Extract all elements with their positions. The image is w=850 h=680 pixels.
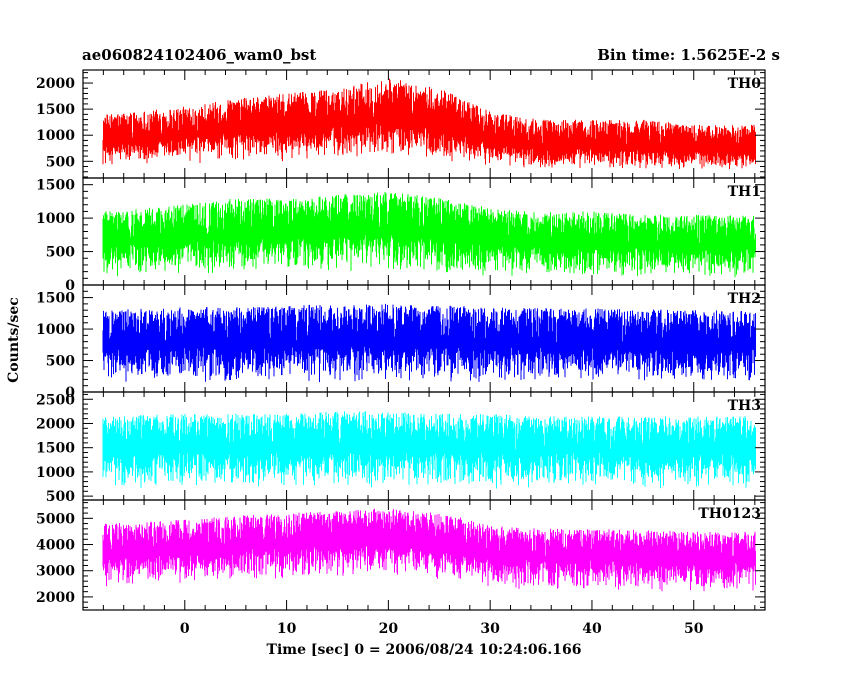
panel-th2: 0 500 1000 1500 TH2: [36, 284, 766, 401]
x-tick-label: 50: [684, 621, 704, 637]
y-tick-label: 1000: [36, 211, 75, 227]
x-tick-label: 20: [379, 621, 399, 637]
bin-time-label: Bin time: 1.5625E-2 s: [597, 46, 780, 64]
x-tick-label: 40: [582, 621, 602, 637]
x-axis: 0 10 20 30 40 50: [180, 621, 704, 637]
y-tick-label: 5000: [36, 511, 75, 527]
y-tick-label: 0: [65, 278, 75, 294]
panel-name-label: TH0: [728, 76, 762, 92]
panel-th0123: 2000 3000 4000 5000 TH0123: [36, 499, 766, 611]
y-tick-label: 1000: [36, 128, 75, 144]
series-th0123: [102, 508, 756, 592]
series-th0: [102, 78, 756, 170]
y-tick-label: 3000: [36, 564, 75, 580]
x-tick-label: 30: [480, 621, 500, 637]
y-tick-label: 500: [46, 245, 75, 261]
y-tick-label: 1500: [36, 102, 75, 118]
y-tick-label: 1500: [36, 178, 75, 194]
y-tick-label: 1500: [36, 291, 75, 307]
series-th2: [102, 303, 756, 383]
y-axis-label: Counts/sec: [6, 297, 22, 383]
y-tick-label: 500: [46, 354, 75, 370]
y-tick-label: 500: [46, 489, 75, 505]
panel-th3: 500 1000 1500 2000 2500 TH3: [36, 391, 766, 505]
y-tick-label: 2000: [36, 416, 75, 432]
panel-name-label: TH3: [728, 398, 761, 414]
x-tick-label: 10: [277, 621, 297, 637]
y-tick-label: 1000: [36, 465, 75, 481]
y-tick-label: 2500: [36, 392, 75, 408]
series-th1: [102, 191, 756, 278]
y-tick-label: 1500: [36, 441, 75, 457]
y-tick-label: 2000: [36, 590, 75, 606]
panel-th1: 0 500 1000 1500 TH1: [36, 177, 766, 294]
panel-th0: 500 1000 1500 2000 TH0: [36, 69, 766, 179]
y-tick-label: 4000: [36, 538, 75, 554]
panel-name-label: TH1: [728, 184, 761, 200]
panel-name-label: TH0123: [698, 506, 761, 522]
y-tick-label: 0: [65, 385, 75, 401]
series-th3: [102, 411, 756, 489]
x-tick-label: 0: [180, 621, 190, 637]
y-tick-label: 2000: [36, 76, 75, 92]
panel-name-label: TH2: [728, 291, 761, 307]
chart-title: ae060824102406_wam0_bst: [82, 46, 316, 64]
x-axis-label: Time [sec] 0 = 2006/08/24 10:24:06.166: [267, 642, 582, 658]
y-tick-label: 1000: [36, 322, 75, 338]
panels-group: 500 1000 1500 2000 TH0 0 500 1000 1500 TH1 0 500 100…: [36, 69, 766, 611]
y-tick-label: 500: [46, 154, 75, 170]
